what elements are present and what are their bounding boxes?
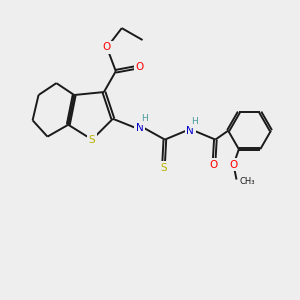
Text: N: N (136, 123, 143, 133)
Text: H: H (191, 117, 198, 126)
Text: O: O (230, 160, 238, 170)
Text: S: S (160, 163, 167, 173)
Text: O: O (103, 43, 111, 52)
Text: CH₃: CH₃ (239, 176, 255, 185)
Text: O: O (136, 62, 144, 72)
Text: S: S (89, 135, 95, 145)
Text: H: H (141, 114, 147, 123)
Text: N: N (186, 126, 194, 136)
Text: O: O (210, 160, 218, 170)
